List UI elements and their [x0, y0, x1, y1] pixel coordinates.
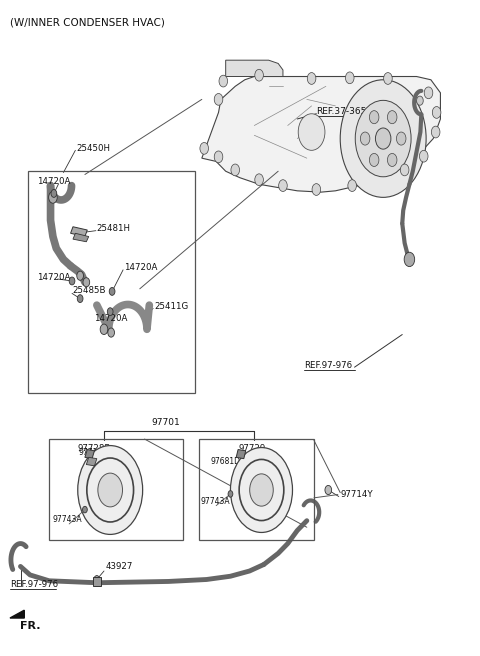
Circle shape	[255, 174, 264, 186]
Text: FR.: FR.	[21, 621, 41, 631]
Circle shape	[404, 252, 415, 266]
Polygon shape	[71, 227, 87, 237]
Circle shape	[279, 180, 287, 192]
Circle shape	[94, 575, 100, 583]
Circle shape	[109, 287, 115, 295]
Polygon shape	[202, 77, 441, 192]
Circle shape	[387, 111, 397, 124]
Circle shape	[83, 277, 90, 287]
Circle shape	[340, 80, 426, 197]
Circle shape	[231, 164, 240, 176]
Circle shape	[370, 111, 379, 124]
Circle shape	[250, 474, 273, 506]
Text: 25411G: 25411G	[154, 302, 188, 311]
Bar	[28, 171, 195, 394]
Polygon shape	[236, 449, 246, 459]
Circle shape	[346, 72, 354, 84]
Circle shape	[325, 485, 332, 495]
Text: 97681D: 97681D	[210, 457, 240, 466]
Text: 25450H: 25450H	[77, 144, 111, 153]
Text: REF.97-976: REF.97-976	[304, 361, 352, 371]
Circle shape	[396, 132, 406, 145]
Polygon shape	[85, 449, 95, 459]
Circle shape	[307, 73, 316, 85]
Polygon shape	[86, 457, 97, 466]
Polygon shape	[10, 610, 24, 618]
Circle shape	[48, 192, 57, 203]
Circle shape	[384, 73, 392, 85]
Circle shape	[348, 180, 357, 192]
Polygon shape	[226, 60, 283, 77]
Circle shape	[420, 150, 428, 162]
Text: 25481H: 25481H	[97, 224, 131, 234]
Circle shape	[370, 154, 379, 167]
Circle shape	[375, 128, 391, 149]
Circle shape	[214, 94, 223, 105]
Text: 97743A: 97743A	[200, 497, 230, 506]
Circle shape	[400, 164, 409, 176]
Text: REF.97-976: REF.97-976	[10, 580, 58, 589]
Circle shape	[424, 87, 433, 98]
Circle shape	[228, 491, 233, 497]
Circle shape	[214, 151, 223, 163]
Circle shape	[108, 328, 115, 337]
Circle shape	[230, 447, 292, 533]
Text: 97729: 97729	[238, 444, 265, 453]
Circle shape	[98, 473, 122, 507]
Text: 97701: 97701	[152, 419, 180, 427]
Circle shape	[355, 100, 411, 176]
Text: 25485B: 25485B	[72, 286, 106, 295]
Text: 97728B: 97728B	[78, 444, 111, 453]
Circle shape	[77, 271, 84, 280]
Circle shape	[417, 96, 423, 105]
Circle shape	[69, 277, 75, 285]
Circle shape	[77, 295, 83, 302]
Circle shape	[312, 184, 321, 195]
Circle shape	[100, 324, 108, 335]
Text: 43927: 43927	[106, 562, 133, 571]
Polygon shape	[73, 234, 89, 242]
Text: 14720A: 14720A	[37, 272, 71, 281]
Text: 97743A: 97743A	[52, 515, 82, 524]
Text: 14720A: 14720A	[37, 177, 71, 186]
Text: 97715F: 97715F	[79, 448, 108, 457]
Circle shape	[387, 154, 397, 167]
Circle shape	[360, 132, 370, 145]
Circle shape	[432, 126, 440, 138]
Bar	[49, 439, 183, 541]
Text: REF.37-365: REF.37-365	[316, 107, 367, 115]
Text: 97681D: 97681D	[93, 458, 123, 467]
Circle shape	[83, 506, 87, 513]
Circle shape	[200, 142, 208, 154]
Text: 97714Y: 97714Y	[340, 490, 373, 499]
Circle shape	[219, 75, 228, 87]
Circle shape	[78, 445, 143, 535]
Bar	[199, 439, 314, 541]
Circle shape	[432, 106, 441, 118]
Text: 14720A: 14720A	[95, 314, 128, 323]
Circle shape	[108, 308, 113, 316]
Text: (W/INNER CONDENSER HVAC): (W/INNER CONDENSER HVAC)	[10, 18, 165, 28]
Circle shape	[51, 190, 57, 197]
Circle shape	[255, 70, 264, 81]
Text: 97715F: 97715F	[237, 507, 265, 516]
Circle shape	[298, 113, 325, 150]
Text: 14720A: 14720A	[124, 264, 158, 272]
Bar	[94, 577, 101, 586]
